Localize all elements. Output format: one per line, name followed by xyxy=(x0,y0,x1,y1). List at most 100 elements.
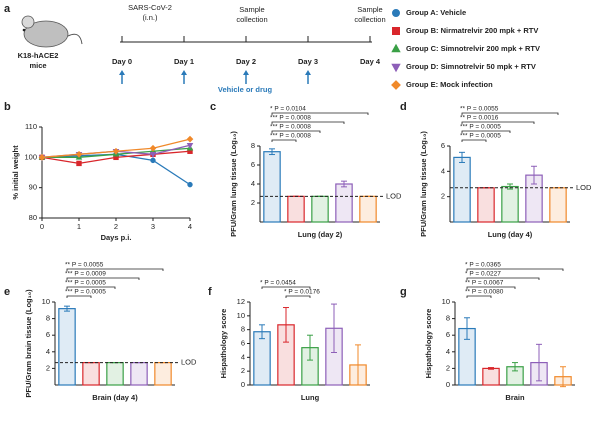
significance-bracket xyxy=(261,286,311,289)
bar xyxy=(335,183,353,223)
significance-bracket xyxy=(461,112,559,115)
significance-bracket xyxy=(461,139,487,142)
significance-label: *** P = 0.0009 xyxy=(65,271,106,278)
significance-bracket xyxy=(466,268,564,271)
infection-label: (i.n.) xyxy=(143,13,159,22)
bar xyxy=(477,187,495,223)
significance-bracket xyxy=(271,121,345,124)
day-label: Day 2 xyxy=(236,57,256,66)
x-axis-label: Lung (day 4) xyxy=(488,230,533,239)
mouse-icon xyxy=(21,15,83,48)
bar xyxy=(453,156,471,223)
y-tick-label: 2 xyxy=(251,198,255,207)
bar xyxy=(253,331,271,386)
panel-letter: e xyxy=(4,286,10,298)
legend-label: Group E: Mock infection xyxy=(406,80,493,89)
significance-label: * P = 0.0104 xyxy=(270,106,306,113)
significance-label: ** P = 0.0055 xyxy=(65,262,104,269)
y-tick-label: 4 xyxy=(251,179,255,188)
point xyxy=(149,144,157,152)
significance-label: *** P = 0.0005 xyxy=(460,124,501,131)
y-tick-label: 2 xyxy=(241,366,245,375)
significance-label: ** P = 0.0080 xyxy=(465,289,504,296)
y-tick-label: 10 xyxy=(42,297,50,306)
dose-arrow-head xyxy=(181,70,187,75)
bar xyxy=(311,195,329,223)
significance-bracket xyxy=(466,286,516,289)
y-axis-label: PFU/Gram brain tissue (Log₁₀) xyxy=(24,289,33,398)
x-tick-label: 4 xyxy=(188,222,192,231)
panel-letter: a xyxy=(4,3,11,15)
legend-marker xyxy=(391,63,401,73)
significance-bracket xyxy=(285,295,311,298)
legend-label: Group D: Simnotrelvir 50 mpk + RTV xyxy=(406,62,536,71)
bar xyxy=(287,195,305,223)
y-tick-label: 12 xyxy=(237,297,245,306)
bar xyxy=(82,361,100,386)
y-tick-label: 90 xyxy=(29,183,37,192)
significance-bracket xyxy=(466,295,492,298)
significance-bracket xyxy=(271,112,369,115)
significance-bracket xyxy=(461,130,511,133)
significance-bracket xyxy=(461,121,535,124)
sample-label: collection xyxy=(354,15,385,24)
day-label: Day 4 xyxy=(360,57,381,66)
y-tick-label: 10 xyxy=(442,297,450,306)
y-tick-label: 8 xyxy=(46,314,50,323)
day-label: Day 1 xyxy=(174,57,194,66)
panel-letter: f xyxy=(208,286,212,298)
lod-label: LOD xyxy=(181,358,197,367)
significance-label: * P = 0.0454 xyxy=(260,280,296,287)
x-tick-label: 0 xyxy=(40,222,44,231)
sample-label: collection xyxy=(236,15,267,24)
significance-label: *** P = 0.0008 xyxy=(270,115,311,122)
x-tick-label: 2 xyxy=(114,222,118,231)
y-tick-label: 10 xyxy=(237,311,245,320)
mouse-label: K18-hACE2 xyxy=(18,51,59,60)
sample-label: Sample xyxy=(239,5,264,14)
legend-label: Group A: Vehicle xyxy=(406,8,466,17)
y-tick-label: 4 xyxy=(446,347,450,356)
y-tick-label: 6 xyxy=(251,160,255,169)
point xyxy=(76,160,82,167)
point xyxy=(112,147,120,155)
y-tick-label: 4 xyxy=(241,352,245,361)
significance-bracket xyxy=(66,268,164,271)
panel-letter: c xyxy=(210,101,216,113)
bar xyxy=(359,195,377,223)
significance-label: * P = 0.0176 xyxy=(284,289,320,296)
point xyxy=(38,153,46,161)
significance-label: * P = 0.0365 xyxy=(465,262,501,269)
y-axis-label: PFU/Gram lung tissue (Log₁₀) xyxy=(419,131,428,237)
bar xyxy=(58,308,76,386)
panel-letter: d xyxy=(400,101,407,113)
panel-letter: g xyxy=(400,286,407,298)
dose-arrow-head xyxy=(243,70,249,75)
x-axis-label: Lung (day 2) xyxy=(298,230,343,239)
x-tick-label: 3 xyxy=(151,222,155,231)
significance-label: *** P = 0.0008 xyxy=(270,124,311,131)
point xyxy=(186,142,194,149)
y-tick-label: 2 xyxy=(446,363,450,372)
y-tick-label: 6 xyxy=(46,330,50,339)
significance-bracket xyxy=(271,130,321,133)
y-axis-label: Hispathology score xyxy=(424,309,433,379)
x-axis-label: Brain xyxy=(505,393,525,402)
y-axis-label: % initial weight xyxy=(11,145,20,200)
y-tick-label: 8 xyxy=(251,141,255,150)
y-tick-label: 80 xyxy=(29,213,37,222)
y-tick-label: 4 xyxy=(46,347,50,356)
y-tick-label: 4 xyxy=(441,166,445,175)
bar xyxy=(263,151,281,223)
point xyxy=(149,152,157,158)
legend-marker xyxy=(392,27,400,35)
significance-bracket xyxy=(66,295,92,298)
lod-label: LOD xyxy=(386,191,402,200)
legend-marker xyxy=(391,43,401,53)
significance-bracket xyxy=(271,139,297,142)
significance-label: *** P = 0.0005 xyxy=(460,133,501,140)
significance-label: *** P = 0.0005 xyxy=(65,289,106,296)
point xyxy=(187,181,193,188)
significance-label: ** P = 0.0067 xyxy=(465,280,504,287)
